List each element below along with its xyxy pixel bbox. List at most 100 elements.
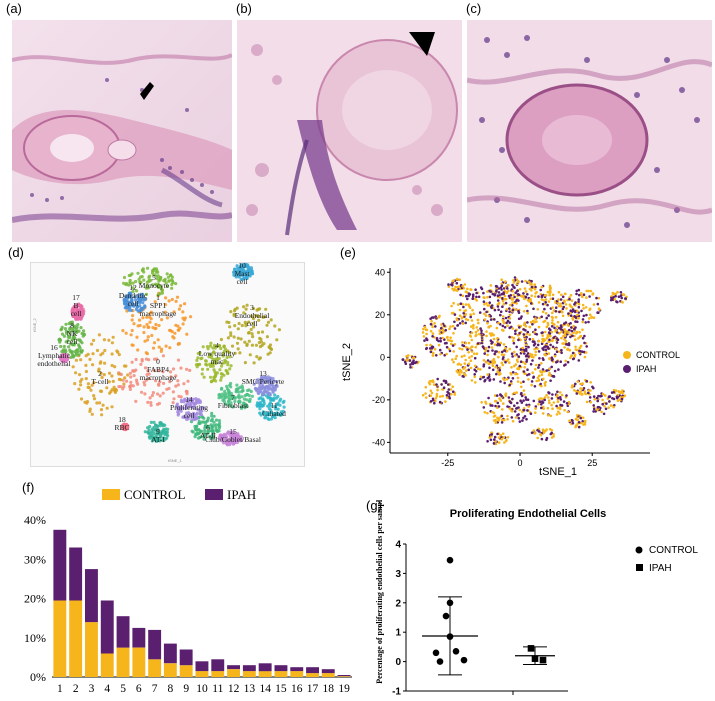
tsne-e-point [541, 340, 544, 344]
tsne-e-point [560, 293, 563, 297]
tsne-e-point [514, 363, 518, 366]
tsne-e-point [560, 348, 563, 352]
tsne-e-point [551, 306, 554, 309]
legend-control-caption: CONTROL [649, 545, 698, 556]
cluster-label-7: 7 Fibroblast [218, 393, 249, 410]
tsne-e-point [544, 348, 548, 352]
tsne-e-point [464, 369, 468, 372]
legend-control-dot [635, 546, 643, 554]
bar-ipah-10 [195, 661, 209, 672]
tsne-e-point [500, 288, 503, 291]
tsne-e-point [571, 351, 575, 355]
tsne-e-point [502, 356, 505, 359]
tsne-e-point [508, 347, 512, 351]
tsne-e-point [613, 297, 616, 301]
tsne-e-point [466, 297, 469, 301]
tsne-e-point [597, 394, 600, 398]
tsne-e-point [452, 332, 455, 335]
tsne-e-point [571, 334, 574, 338]
tsne-e-point [514, 329, 517, 333]
bar-xtick: 9 [183, 683, 189, 695]
tsne-e-point [555, 341, 559, 344]
tsne-e-point [456, 303, 460, 306]
tsne-e-point [494, 284, 498, 288]
tsne-e-point [564, 303, 568, 306]
dot-plot-ytick: 4 [395, 540, 401, 551]
tsne-e-point [490, 306, 493, 310]
tsne-e-point [464, 341, 468, 345]
tsne-e-point [573, 355, 576, 358]
tsne-e-point [572, 357, 576, 360]
tsne-e-point [592, 404, 595, 407]
tsne-e-point [529, 412, 533, 415]
tsne-e-point [604, 394, 607, 397]
tsne-e-point [542, 348, 545, 352]
tsne-e-point [515, 391, 518, 394]
tsne-e-point [439, 327, 443, 330]
tsne-e-point [501, 363, 505, 367]
tsne-e-point [541, 357, 545, 360]
tsne-e-point [497, 321, 500, 325]
tsne-e-point [615, 396, 619, 400]
tsne-e-point [616, 399, 620, 402]
tsne-e-point [455, 277, 459, 281]
tsne-e-point [550, 429, 554, 432]
tsne-e-point [502, 377, 505, 380]
tsne-e-point [411, 361, 414, 365]
tsne-e-point [522, 310, 526, 313]
tsne-e-point [506, 324, 509, 327]
bar-axes: 0%10%20%30%40%1 2 3 4 5 6 7 8 9 10 11 12 13 14 15 16 17 1… [24, 513, 352, 695]
tsne-e-point [403, 360, 407, 364]
tsne-e-point [512, 279, 515, 282]
tsne-e-point [428, 382, 432, 386]
tsne-e-point [517, 317, 521, 321]
tsne-e-point [435, 383, 438, 386]
tsne-e-point [503, 441, 506, 444]
tsne-e-point [553, 369, 557, 373]
tsne-e-x-axis-label: tSNE_1 [539, 466, 577, 478]
tsne-e-point [553, 326, 556, 330]
tsne-e-point [577, 305, 581, 309]
tsne-e-point [489, 339, 493, 342]
tsne-e-point [429, 394, 432, 397]
tsne-e-point [500, 353, 504, 356]
tsne-e-point [517, 309, 520, 313]
tsne-e-point [554, 306, 558, 309]
tsne-e-point [570, 329, 574, 333]
tsne-e-point [550, 365, 553, 369]
tsne-e-point [528, 287, 532, 291]
tsne-e-point [548, 371, 551, 375]
tsne-e-point [556, 331, 559, 334]
tsne-e-point [610, 404, 613, 407]
tsne-e-point [431, 325, 434, 329]
tsne-e-point [529, 302, 533, 305]
tsne-e-point [543, 382, 547, 385]
tsne-e-ytick: 20 [375, 310, 385, 320]
tsne-e-point [516, 333, 520, 337]
tsne-e-point [508, 407, 512, 410]
tsne-e-point [474, 345, 477, 349]
tsne-e-point [592, 316, 596, 319]
tsne-e-point [472, 327, 475, 330]
tsne-e-point [488, 436, 491, 439]
tsne-e-point [556, 390, 559, 394]
tsne-e-point [459, 302, 463, 305]
tsne-e-point [546, 414, 550, 417]
tsne-e-point [582, 423, 585, 426]
tsne-e-point [550, 321, 554, 325]
tsne-e-point [546, 406, 550, 410]
tsne-e-point [515, 358, 519, 362]
tsne-e-point [515, 372, 519, 376]
tsne-e-point [467, 368, 470, 372]
tsne-e-point [601, 402, 604, 406]
bar-ipah-17 [306, 667, 319, 674]
tsne-e-point [474, 369, 478, 373]
tsne-e-point [561, 295, 565, 299]
tsne-e-point [550, 330, 554, 334]
tsne-e-point [602, 412, 606, 416]
tsne-e-point [530, 383, 533, 387]
tsne-e-point [533, 331, 536, 334]
tsne-e-point [522, 370, 526, 373]
tsne-e-point [518, 326, 521, 329]
tsne-e-point [519, 294, 523, 298]
